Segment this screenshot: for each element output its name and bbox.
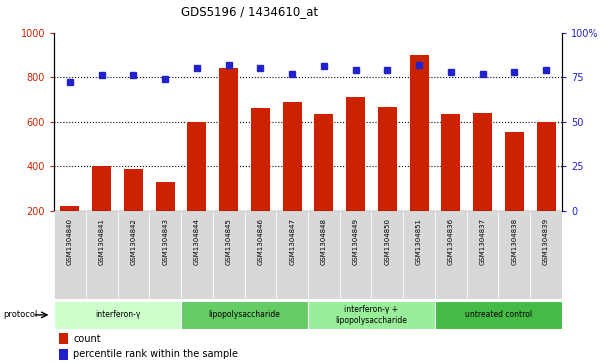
Bar	[282, 102, 302, 211]
Bar	[346, 97, 365, 211]
Text: interferon-γ: interferon-γ	[95, 310, 140, 319]
Bar	[441, 114, 460, 211]
Text: count: count	[73, 334, 101, 344]
Bar	[149, 211, 181, 299]
Bar	[467, 211, 498, 299]
Bar	[156, 182, 175, 211]
Text: GSM1304849: GSM1304849	[353, 218, 359, 265]
Bar	[378, 107, 397, 211]
Bar	[498, 211, 530, 299]
Text: GSM1304845: GSM1304845	[225, 218, 231, 265]
Bar	[54, 211, 86, 299]
Text: GSM1304847: GSM1304847	[289, 218, 295, 265]
Text: GSM1304837: GSM1304837	[480, 218, 486, 265]
Bar	[124, 170, 143, 211]
Text: interferon-γ +
lipopolysaccharide: interferon-γ + lipopolysaccharide	[335, 305, 407, 325]
Bar	[181, 301, 308, 329]
Bar	[276, 211, 308, 299]
Bar	[505, 132, 524, 211]
Bar	[537, 122, 555, 211]
Bar	[251, 108, 270, 211]
Bar	[403, 211, 435, 299]
Bar	[59, 349, 69, 360]
Bar	[308, 211, 340, 299]
Bar	[473, 113, 492, 211]
Bar	[181, 211, 213, 299]
Text: GSM1304842: GSM1304842	[130, 218, 136, 265]
Bar	[308, 301, 435, 329]
Bar	[86, 211, 118, 299]
Bar	[213, 211, 245, 299]
Text: GSM1304851: GSM1304851	[416, 218, 422, 265]
Text: GSM1304846: GSM1304846	[257, 218, 263, 265]
Bar	[530, 211, 562, 299]
Bar	[410, 55, 429, 211]
Text: GSM1304850: GSM1304850	[385, 218, 391, 265]
Text: GSM1304836: GSM1304836	[448, 218, 454, 265]
Bar	[435, 301, 562, 329]
Text: GSM1304840: GSM1304840	[67, 218, 73, 265]
Bar	[188, 122, 207, 211]
Bar	[92, 166, 111, 211]
Text: GSM1304841: GSM1304841	[99, 218, 105, 265]
Text: GSM1304843: GSM1304843	[162, 218, 168, 265]
Text: protocol: protocol	[3, 310, 37, 319]
Text: lipopolysaccharide: lipopolysaccharide	[209, 310, 281, 319]
Bar	[219, 68, 238, 211]
Text: GSM1304838: GSM1304838	[511, 218, 517, 265]
Bar	[371, 211, 403, 299]
Bar	[245, 211, 276, 299]
Text: GSM1304848: GSM1304848	[321, 218, 327, 265]
Text: untreated control: untreated control	[465, 310, 532, 319]
Bar	[59, 333, 69, 344]
Text: percentile rank within the sample: percentile rank within the sample	[73, 350, 239, 359]
Bar	[340, 211, 371, 299]
Bar	[118, 211, 149, 299]
Bar	[54, 301, 181, 329]
Bar	[61, 206, 79, 211]
Bar	[314, 114, 334, 211]
Text: GSM1304839: GSM1304839	[543, 218, 549, 265]
Text: GSM1304844: GSM1304844	[194, 218, 200, 265]
Bar	[435, 211, 467, 299]
Text: GDS5196 / 1434610_at: GDS5196 / 1434610_at	[181, 5, 318, 18]
